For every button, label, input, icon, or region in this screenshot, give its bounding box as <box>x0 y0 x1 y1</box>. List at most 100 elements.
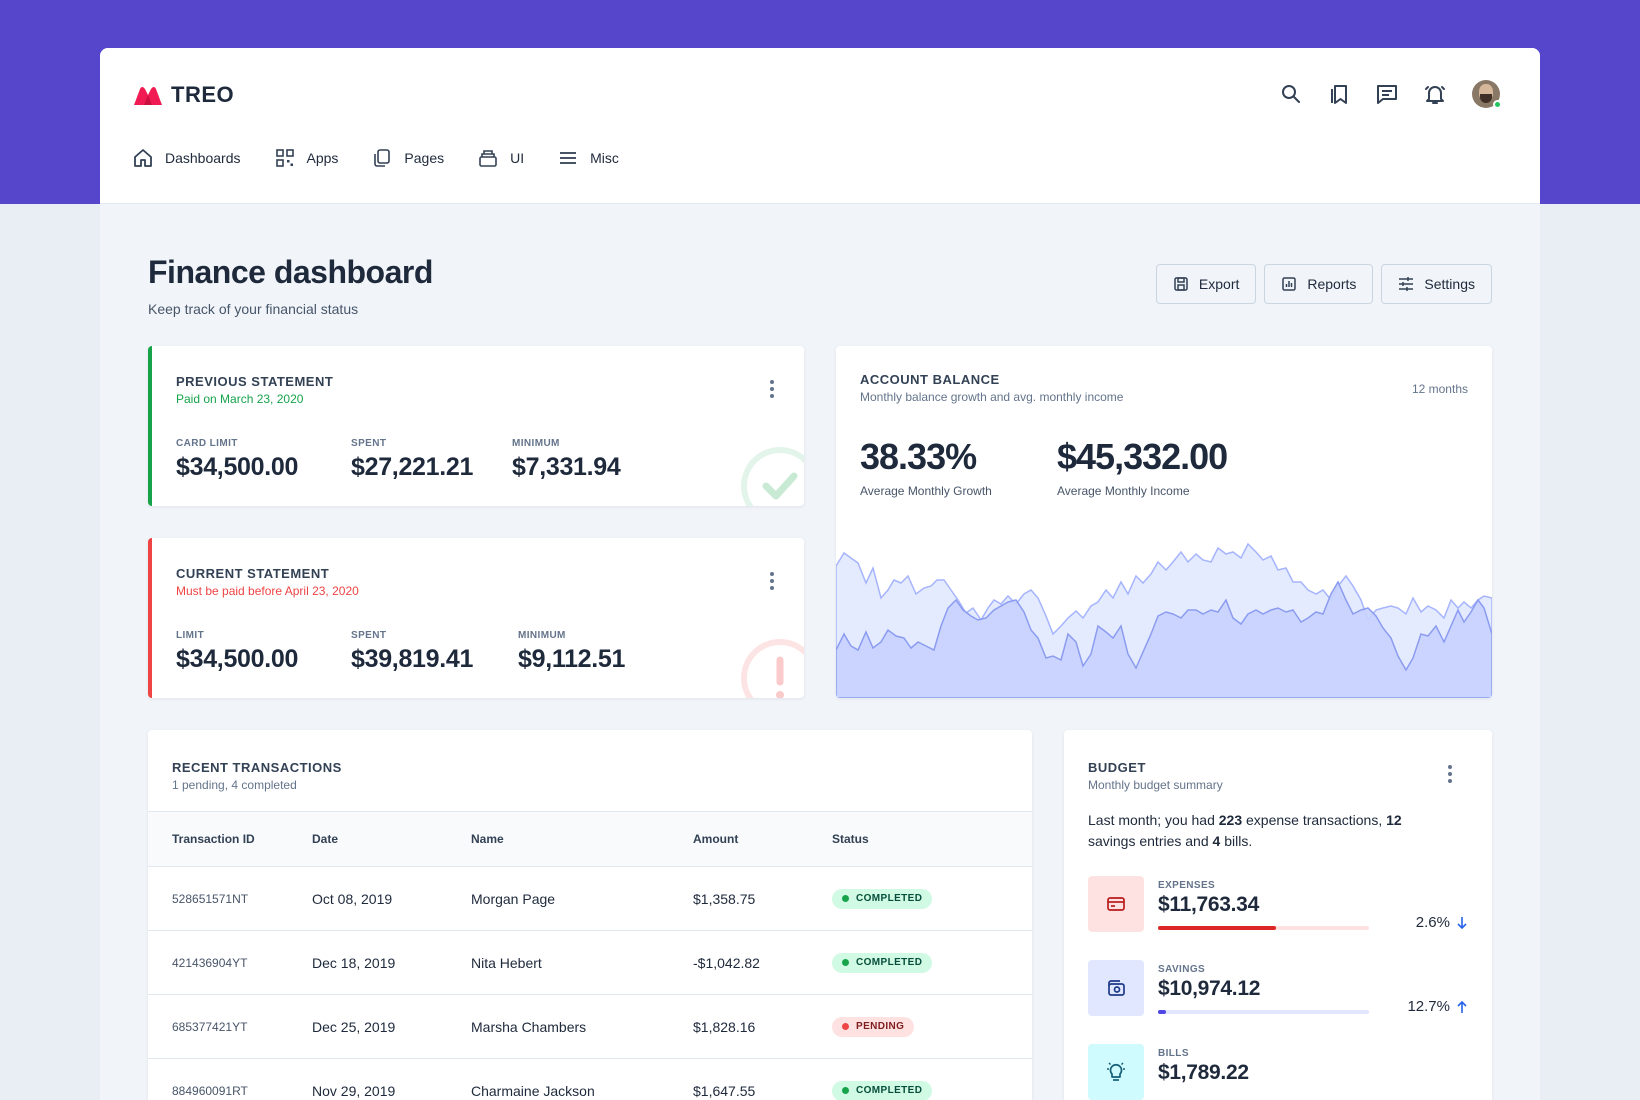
nav-pages-label: Pages <box>404 150 445 166</box>
nav-misc[interactable]: Misc <box>558 148 619 168</box>
transaction-amount: -$1,042.82 <box>693 954 760 971</box>
logo[interactable]: TREO <box>133 82 234 108</box>
nav-ui[interactable]: UI <box>478 148 524 168</box>
status-text: COMPLETED <box>856 1085 923 1096</box>
reports-label: Reports <box>1307 276 1357 292</box>
card-limit-label: CARD LIMIT <box>176 438 238 449</box>
transaction-name: Nita Hebert <box>471 954 542 971</box>
column-amount[interactable]: Amount <box>693 832 739 846</box>
average-income-value: $45,332.00 <box>1057 436 1228 477</box>
status-text: PENDING <box>856 1021 905 1032</box>
spent-value: $27,221.21 <box>351 453 474 481</box>
budget-savings: SAVINGS $10,974.12 12.7% <box>1088 960 1468 1018</box>
budget-description: Last month; you had 223 expense transact… <box>1088 812 1402 849</box>
header: TREO Dashboards <box>100 48 1540 204</box>
expense-count: 223 <box>1218 812 1243 828</box>
status-badge: COMPLETED <box>832 952 933 973</box>
nav-apps[interactable]: Apps <box>275 148 338 168</box>
transaction-amount: $1,828.16 <box>693 1018 756 1035</box>
sliders-icon <box>1399 277 1414 291</box>
savings-value: $10,974.12 <box>1158 977 1261 1000</box>
bookmarks-icon[interactable] <box>1328 83 1350 105</box>
alert-circle-icon <box>741 639 804 698</box>
balance-area-chart <box>836 542 1492 698</box>
avatar-beard <box>1480 94 1492 103</box>
table-row[interactable]: 421436904YT Dec 18, 2019 Nita Hebert -$1… <box>148 931 1032 995</box>
nav-dashboards[interactable]: Dashboards <box>133 148 241 168</box>
search-icon[interactable] <box>1280 83 1302 105</box>
transactions-table: Transaction ID Date Name Amount Status 5… <box>148 811 1032 1100</box>
page-title: Finance dashboard <box>148 254 433 290</box>
transaction-name: Morgan Page <box>471 890 556 907</box>
transaction-id: 884960091RT <box>172 1083 248 1098</box>
spent-label: SPENT <box>351 438 387 449</box>
nav-pages[interactable]: Pages <box>372 148 444 168</box>
credit-card-icon <box>1088 876 1144 932</box>
column-date[interactable]: Date <box>312 832 339 846</box>
status-text: COMPLETED <box>856 957 923 968</box>
average-income-label: Average Monthly Income <box>1057 484 1190 498</box>
transaction-amount: $1,358.75 <box>693 890 756 907</box>
limit-label: LIMIT <box>176 630 205 641</box>
previous-statement-subtitle: Paid on March 23, 2020 <box>176 392 304 406</box>
column-status[interactable]: Status <box>832 832 869 846</box>
more-vertical-icon[interactable] <box>770 380 774 401</box>
spent: SPENT $27,221.21 <box>351 438 473 482</box>
reports-button[interactable]: Reports <box>1264 264 1374 304</box>
page-subtitle: Keep track of your financial status <box>148 301 359 317</box>
status-text: COMPLETED <box>856 893 923 904</box>
online-status-dot <box>1493 100 1502 109</box>
current-statement-title: CURRENT STATEMENT <box>176 566 330 581</box>
range-selector[interactable]: 12 months <box>1411 382 1468 396</box>
export-button[interactable]: Export <box>1155 264 1257 304</box>
limit-value: $34,500.00 <box>176 645 299 673</box>
budget-card: BUDGET Monthly budget summary Last month… <box>1064 730 1492 1100</box>
more-vertical-icon[interactable] <box>770 572 774 593</box>
expenses-label: EXPENSES <box>1158 880 1216 891</box>
save-icon <box>1174 277 1188 291</box>
budget-bills: BILLS $1,789.22 <box>1088 1044 1468 1100</box>
savings-count: 12 <box>1386 812 1402 828</box>
minimum-value: $7,331.94 <box>512 453 621 481</box>
settings-label: Settings <box>1424 276 1475 292</box>
current-statement-subtitle: Must be paid before April 23, 2020 <box>176 584 359 598</box>
check-circle-icon <box>741 447 804 506</box>
average-growth-label: Average Monthly Growth <box>860 484 992 498</box>
transaction-id: 421436904YT <box>172 955 248 970</box>
table-row[interactable]: 884960091RT Nov 29, 2019 Charmaine Jacks… <box>148 1059 1032 1100</box>
stack-icon <box>479 150 497 167</box>
minimum: MINIMUM $9,112.51 <box>518 630 625 674</box>
average-growth: 38.33% Average Monthly Growth <box>860 436 992 498</box>
settings-button[interactable]: Settings <box>1381 264 1492 304</box>
menu-icon <box>560 152 577 164</box>
wallet-icon <box>1088 960 1144 1016</box>
transaction-date: Dec 25, 2019 <box>312 1018 396 1035</box>
limit: LIMIT $34,500.00 <box>176 630 298 674</box>
messages-icon[interactable] <box>1376 83 1398 105</box>
previous-statement-card: PREVIOUS STATEMENT Paid on March 23, 202… <box>148 346 804 506</box>
table-row[interactable]: 528651571NT Oct 08, 2019 Morgan Page $1,… <box>148 867 1032 931</box>
expenses-change: 2.6% <box>1416 914 1468 931</box>
table-row[interactable]: 685377421YT Dec 25, 2019 Marsha Chambers… <box>148 995 1032 1059</box>
treo-logo-icon <box>134 87 162 105</box>
notifications-icon[interactable] <box>1424 83 1446 105</box>
account-balance-card: ACCOUNT BALANCE Monthly balance growth a… <box>836 346 1492 698</box>
bills-value: $1,789.22 <box>1158 1061 1249 1084</box>
more-vertical-icon[interactable] <box>1448 765 1452 786</box>
transaction-id: 685377421YT <box>172 1019 248 1034</box>
page-heading: Finance dashboard Keep track of your fin… <box>148 254 433 317</box>
arrow-down-icon <box>1457 916 1467 929</box>
user-avatar[interactable] <box>1472 80 1502 109</box>
status-badge: COMPLETED <box>832 888 933 909</box>
qr-grid-icon <box>275 149 294 167</box>
savings-progress <box>1158 1010 1369 1014</box>
recent-transactions-card: RECENT TRANSACTIONS 1 pending, 4 complet… <box>148 730 1032 1100</box>
column-name[interactable]: Name <box>471 832 504 846</box>
status-badge: PENDING <box>832 1016 915 1037</box>
spent: SPENT $39,819.41 <box>351 630 473 674</box>
header-actions <box>1280 80 1502 109</box>
transaction-date: Nov 29, 2019 <box>312 1082 396 1099</box>
minimum-value: $9,112.51 <box>518 645 626 673</box>
nav-dashboards-label: Dashboards <box>165 150 241 166</box>
column-transaction-id[interactable]: Transaction ID <box>172 832 255 846</box>
